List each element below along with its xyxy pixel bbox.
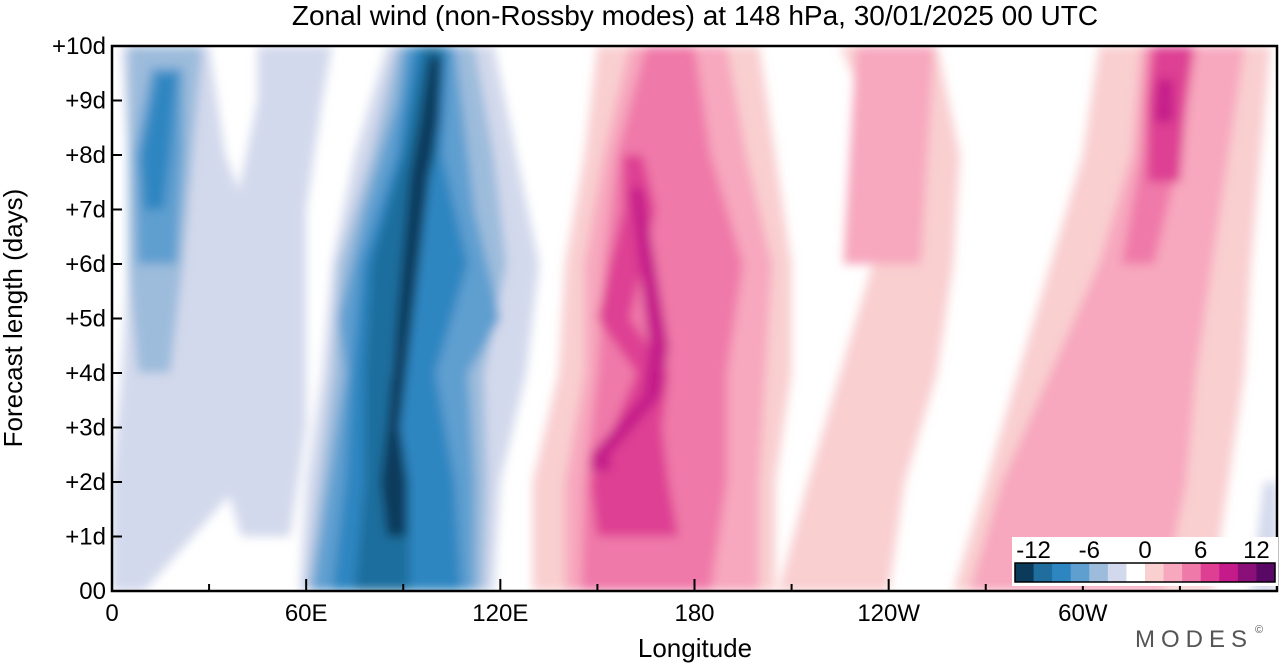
contour-band — [590, 187, 669, 472]
x-tick-label: 0 — [105, 600, 118, 627]
y-tick-label: +2d — [65, 469, 106, 496]
x-tick-label: 60E — [285, 600, 328, 627]
colorbar-swatch — [1052, 563, 1072, 582]
colorbar-swatch — [1200, 563, 1220, 582]
colorbar-swatch — [1070, 563, 1090, 582]
colorbar-swatch — [1219, 563, 1239, 582]
contour-field — [112, 46, 1277, 591]
colorbar-label: 12 — [1243, 537, 1270, 564]
colorbar-label: -6 — [1079, 537, 1100, 564]
x-tick-label: 120E — [472, 600, 528, 627]
colorbar-label: 6 — [1194, 537, 1207, 564]
colorbar-swatch — [1089, 563, 1109, 582]
y-tick-label: +3d — [65, 415, 106, 442]
y-tick-label: +5d — [65, 306, 106, 333]
y-axis-label: Forecast length (days) — [0, 189, 28, 448]
contour-band — [1154, 78, 1174, 123]
colorbar-swatch — [1256, 563, 1276, 582]
y-tick-label: +4d — [65, 360, 106, 387]
colorbar-swatch — [1107, 563, 1127, 582]
contour-band — [843, 46, 934, 264]
x-axis: 0 60E 120E 180 120W 60W — [105, 579, 1278, 627]
y-tick-label: +6d — [65, 251, 106, 278]
x-tick-label: 120W — [857, 600, 920, 627]
colorbar-swatch — [1163, 563, 1183, 582]
colorbar-swatch — [1145, 563, 1165, 582]
x-tick-label: 180 — [674, 600, 714, 627]
contour-band — [209, 46, 333, 537]
colorbar: -12 -6 0 6 12 — [1012, 537, 1278, 586]
x-axis-label: Longitude — [638, 633, 752, 663]
y-tick-label: +8d — [65, 142, 106, 169]
contour-band — [141, 73, 177, 210]
colorbar-swatch — [1126, 563, 1146, 582]
y-axis: 00 +1d +2d +3d +4d +5d +6d +7d +8d +9d +10d — [52, 33, 122, 605]
colorbar-label: -12 — [1016, 537, 1051, 564]
colorbar-swatch — [1182, 563, 1202, 582]
brand-logo: MODES — [1135, 626, 1253, 653]
colorbar-swatch — [1033, 563, 1053, 582]
y-tick-label: +9d — [65, 88, 106, 115]
y-tick-label: +10d — [52, 33, 106, 60]
y-tick-label: 00 — [79, 578, 106, 605]
x-tick-label: 60W — [1058, 600, 1108, 627]
colorbar-frame — [1014, 562, 1276, 583]
y-tick-label: +1d — [65, 524, 106, 551]
colorbar-swatch — [1015, 563, 1035, 582]
brand-mark: © — [1255, 624, 1269, 636]
contour-band — [380, 56, 443, 537]
colorbar-swatch — [1237, 563, 1257, 582]
chart-title: Zonal wind (non-Rossby modes) at 148 hPa… — [292, 0, 1098, 31]
colorbar-label: 0 — [1138, 537, 1151, 564]
y-tick-label: +7d — [65, 197, 106, 224]
